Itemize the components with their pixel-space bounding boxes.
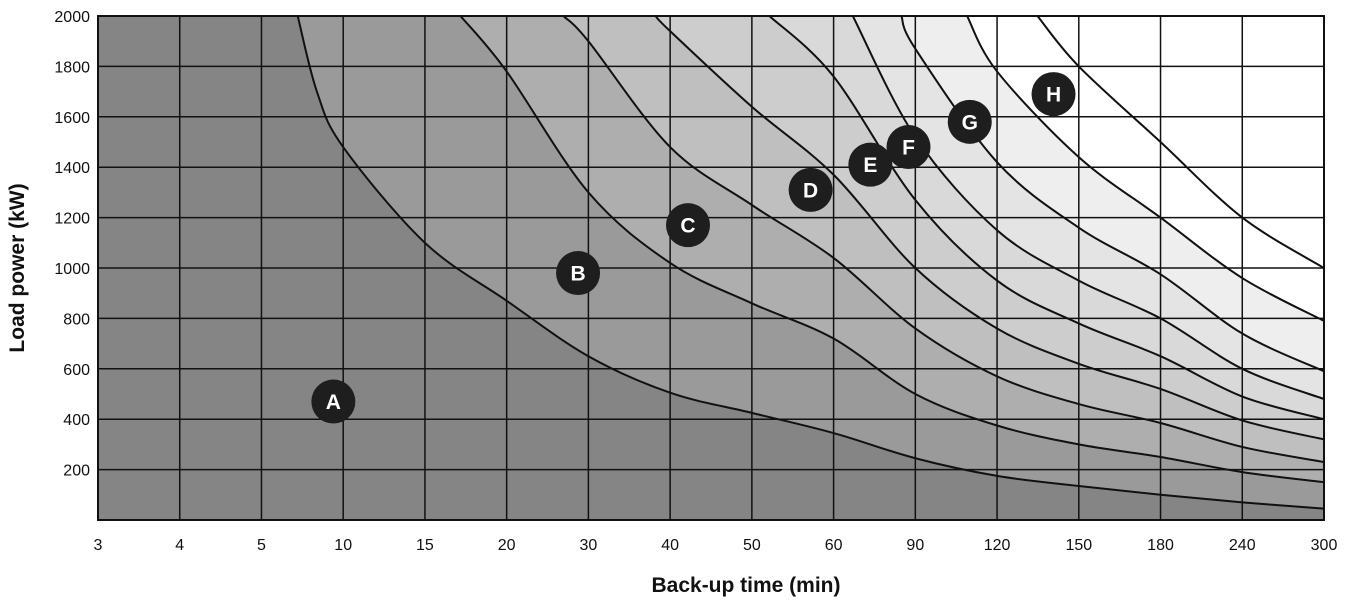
x-tick-label: 300 bbox=[1311, 537, 1338, 554]
x-tick-label: 4 bbox=[175, 537, 184, 554]
x-tick-label: 20 bbox=[498, 537, 516, 554]
boundary-curve-2 bbox=[459, 16, 1324, 484]
zone-g-marker bbox=[947, 99, 992, 144]
x-tick-label: 10 bbox=[334, 537, 352, 554]
zone-c-marker bbox=[666, 203, 711, 248]
boundary-curve-4 bbox=[654, 16, 1324, 441]
x-tick-label: 150 bbox=[1065, 537, 1092, 554]
x-tick-label: 180 bbox=[1147, 537, 1174, 554]
boundary-curve-5 bbox=[768, 16, 1324, 421]
zone-c-label: C bbox=[680, 215, 695, 238]
x-tick-label: 3 bbox=[94, 537, 103, 554]
zone-d-label: D bbox=[803, 179, 818, 202]
zone-g-label: G bbox=[962, 111, 978, 134]
y-tick-label: 1200 bbox=[54, 211, 90, 228]
zone-f-label: F bbox=[902, 137, 915, 160]
x-tick-label: 5 bbox=[257, 537, 266, 554]
x-tick-label: 50 bbox=[743, 537, 761, 554]
x-axis-title: Back-up time (min) bbox=[651, 574, 840, 597]
zone-h-marker bbox=[1031, 72, 1076, 117]
boundary-curve-8 bbox=[966, 16, 1324, 322]
zone-a-area bbox=[98, 16, 1324, 520]
zone-a-marker bbox=[311, 379, 356, 424]
zone-a-label: A bbox=[326, 391, 341, 414]
boundary-curve-9 bbox=[1036, 16, 1324, 269]
y-tick-label: 2000 bbox=[54, 9, 90, 26]
y-tick-label: 200 bbox=[63, 463, 90, 480]
plot-frame bbox=[97, 15, 1325, 521]
x-tick-label: 240 bbox=[1229, 537, 1256, 554]
y-tick-label: 1800 bbox=[54, 59, 90, 76]
boundary-curve-7 bbox=[900, 16, 1324, 373]
boundary-curve-1 bbox=[296, 16, 1324, 510]
y-tick-label: 1400 bbox=[54, 160, 90, 177]
zone-b-label: B bbox=[570, 263, 585, 286]
y-axis-title: Load power (kW) bbox=[6, 183, 29, 352]
x-tick-label: 90 bbox=[906, 537, 924, 554]
zone-e-marker bbox=[848, 142, 893, 187]
x-tick-label: 60 bbox=[825, 537, 843, 554]
y-tick-label: 600 bbox=[63, 362, 90, 379]
zone-h-label: H bbox=[1046, 84, 1061, 107]
zone-b-marker bbox=[556, 251, 601, 296]
zone-e-label: E bbox=[863, 154, 877, 177]
x-tick-label: 40 bbox=[661, 537, 679, 554]
zone-f-marker bbox=[886, 125, 931, 170]
x-tick-label: 120 bbox=[984, 537, 1011, 554]
y-tick-label: 400 bbox=[63, 412, 90, 429]
boundary-curve-3 bbox=[562, 16, 1324, 464]
x-tick-label: 15 bbox=[416, 537, 434, 554]
zone-d-marker bbox=[788, 167, 833, 212]
x-tick-label: 30 bbox=[580, 537, 598, 554]
y-tick-label: 1600 bbox=[54, 110, 90, 127]
y-tick-label: 800 bbox=[63, 311, 90, 328]
y-tick-label: 1000 bbox=[54, 261, 90, 278]
